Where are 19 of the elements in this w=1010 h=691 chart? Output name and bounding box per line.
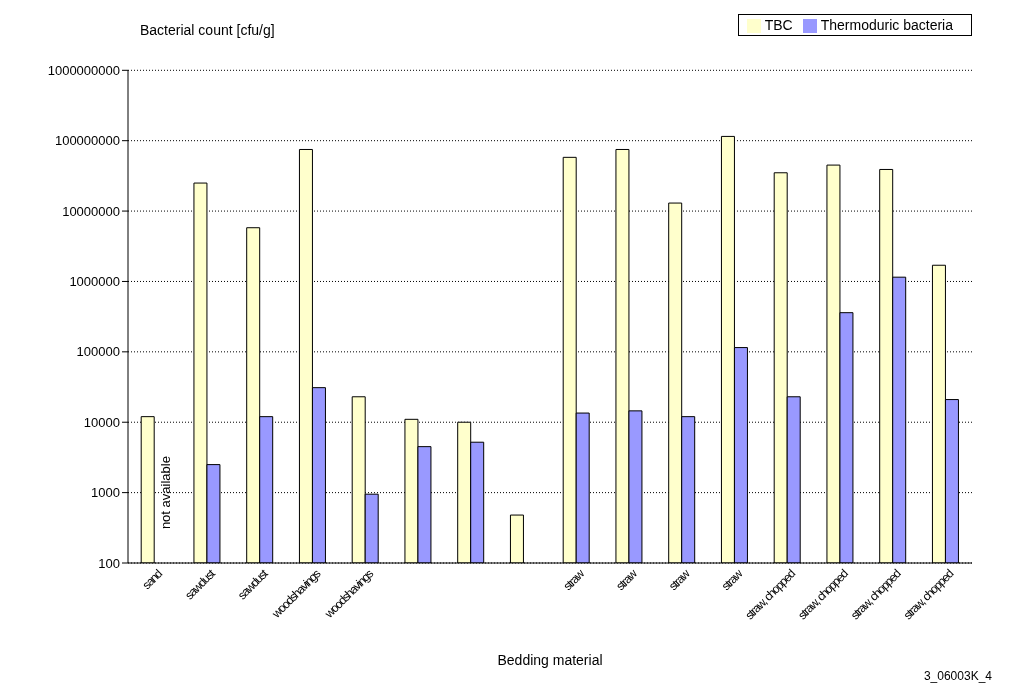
y-tick-label: 10000	[83, 414, 120, 430]
y-tick-label: 10000000	[62, 203, 120, 219]
x-tick-label: sand	[139, 566, 165, 593]
x-tick-label: straw	[613, 566, 641, 594]
x-axis-title: Bedding material	[497, 652, 603, 668]
x-tick-label: straw	[666, 566, 694, 594]
annotation: not available	[158, 456, 174, 530]
legend-label: Thermoduric bacteria	[820, 17, 953, 33]
y-tick-label: 100	[98, 555, 120, 571]
x-tick-label: straw	[718, 566, 746, 594]
legend-label: TBC	[764, 17, 793, 33]
y-tick-label: 100000000	[54, 133, 120, 149]
y-tick-label: 1000000000	[47, 62, 120, 78]
y-axis-title: Bacterial count [cfu/g]	[140, 22, 275, 38]
y-tick-label: 100000	[76, 344, 120, 360]
y-tick-label: 1000000	[69, 274, 120, 290]
x-tick-label: straw	[560, 566, 588, 594]
text: 3_06003K_4	[923, 669, 992, 683]
y-tick-label: 1000	[91, 485, 120, 501]
